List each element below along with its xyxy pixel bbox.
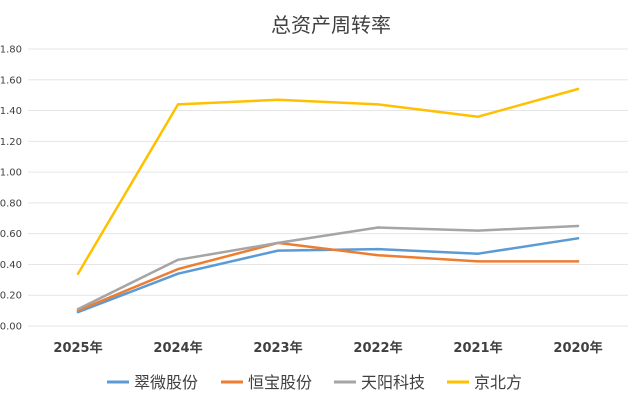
- data-point: [576, 224, 580, 228]
- series-3: [76, 224, 580, 311]
- series-line: [76, 241, 580, 312]
- legend-item: 京北方: [447, 373, 522, 392]
- y-tick-label: 1.40: [0, 106, 22, 117]
- x-tick-label: 2021年: [453, 340, 502, 356]
- legend-label: 翠微股份: [134, 373, 198, 392]
- series-line: [76, 224, 580, 311]
- series-lines: [76, 87, 580, 314]
- data-point: [576, 87, 580, 91]
- gridlines: [28, 48, 628, 327]
- data-point: [276, 249, 280, 252]
- data-point: [276, 98, 280, 101]
- data-point: [576, 237, 580, 240]
- y-tick-label: 1.60: [0, 75, 22, 86]
- data-point: [476, 115, 480, 118]
- data-point: [176, 272, 180, 275]
- y-tick-label: 1.80: [0, 45, 22, 56]
- y-tick-label: 0.20: [0, 291, 22, 302]
- legend-label: 天阳科技: [361, 373, 425, 392]
- x-axis-tick-labels: 2025年 2024年 2023年 2022年 2021年 2020年: [53, 340, 602, 356]
- legend-item: 恒宝股份: [221, 373, 312, 392]
- y-tick-label: 1.00: [0, 168, 22, 179]
- x-tick-label: 2025年: [53, 340, 102, 356]
- series-line: [76, 87, 580, 275]
- x-tick-label: 2022年: [353, 340, 402, 356]
- data-point: [476, 252, 480, 255]
- legend-label: 恒宝股份: [248, 373, 312, 392]
- data-point: [76, 272, 80, 275]
- y-tick-label: 0.80: [0, 198, 22, 209]
- y-tick-label: 0.40: [0, 260, 22, 271]
- x-tick-label: 2024年: [153, 340, 202, 356]
- data-point: [276, 241, 280, 245]
- legend-item: 翠微股份: [107, 373, 198, 392]
- legend-item: 天阳科技: [334, 373, 425, 392]
- legend: 翠微股份 恒宝股份 天阳科技 京北方: [107, 373, 522, 392]
- data-point: [176, 103, 180, 106]
- y-tick-label: 0.00: [0, 322, 22, 333]
- chart-title: 总资产周转率: [271, 13, 391, 37]
- data-point: [376, 254, 380, 257]
- data-point: [176, 258, 180, 262]
- data-point: [376, 226, 380, 229]
- data-point: [476, 229, 480, 232]
- data-point: [176, 267, 180, 271]
- series-4: [76, 87, 580, 275]
- data-point: [76, 307, 80, 311]
- y-tick-label: 1.20: [0, 137, 22, 148]
- data-point: [376, 103, 380, 106]
- y-axis-tick-labels: 0.00 0.20 0.40 0.60 0.80 1.00 1.20 1.40 1.60 1.80: [0, 45, 22, 333]
- data-point: [476, 260, 480, 263]
- x-tick-label: 2020年: [553, 340, 602, 356]
- x-tick-label: 2023年: [253, 340, 302, 356]
- y-tick-label: 0.60: [0, 229, 22, 240]
- legend-label: 京北方: [474, 373, 522, 392]
- data-point: [576, 260, 580, 263]
- data-point: [376, 247, 380, 251]
- series-2: [76, 241, 580, 312]
